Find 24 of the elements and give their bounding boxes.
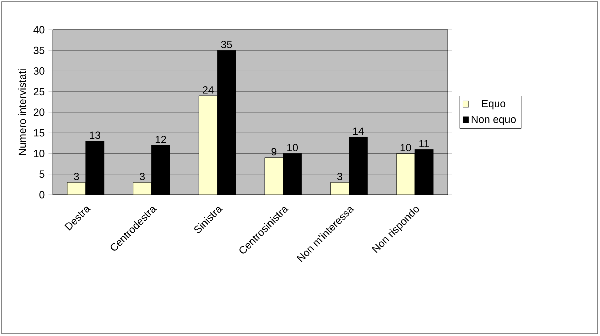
data-label: 12 <box>156 136 166 144</box>
legend-label: Equo <box>482 100 506 110</box>
data-label: 24 <box>203 86 214 94</box>
data-label: 9 <box>272 148 277 156</box>
y-tick-label: 0 <box>40 191 45 199</box>
data-label: 3 <box>140 173 145 180</box>
data-label: 10 <box>288 144 298 152</box>
y-tick-label: 10 <box>34 150 45 158</box>
data-label: 11 <box>420 140 430 148</box>
y-tick-label: 20 <box>34 108 45 116</box>
y-tick-label: 35 <box>34 46 45 54</box>
data-label: 35 <box>221 41 232 48</box>
y-tick-label: 15 <box>34 129 45 137</box>
y-tick-label: 5 <box>40 170 45 178</box>
data-label: 14 <box>353 128 364 136</box>
y-tick-label: 30 <box>34 68 45 75</box>
data-label: 3 <box>338 173 342 180</box>
y-tick-label: 25 <box>34 88 45 96</box>
legend-label: Non equo <box>472 116 516 126</box>
data-label: 10 <box>400 144 412 152</box>
data-label: 13 <box>90 132 100 140</box>
data-label: 3 <box>74 173 80 180</box>
y-axis-title: Numero intervistati <box>18 70 26 156</box>
y-tick-label: 40 <box>34 26 45 34</box>
